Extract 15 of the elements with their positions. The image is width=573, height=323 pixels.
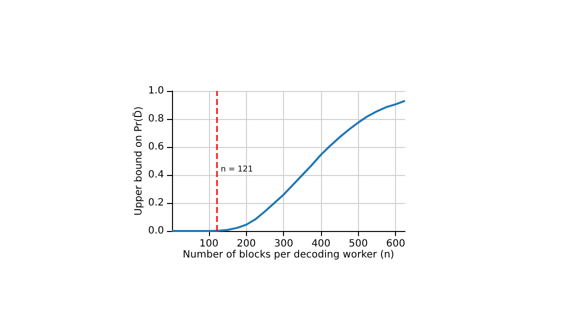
y-tick-label: 0.8 xyxy=(148,114,164,124)
y-tick-label: 0.6 xyxy=(148,142,164,152)
x-tick-label: 300 xyxy=(274,238,294,250)
y-tick-label: 0.2 xyxy=(148,198,164,208)
x-tick-label: 200 xyxy=(236,238,256,250)
y-tick-label: 0.4 xyxy=(148,170,164,180)
x-tick-label: 500 xyxy=(348,238,368,250)
x-tick-label: 600 xyxy=(386,238,406,250)
y-tick-label: 1.0 xyxy=(148,86,164,96)
ref-line-label: n = 121 xyxy=(220,164,253,174)
x-tick-label: 100 xyxy=(199,238,219,250)
y-tick-label: 0.0 xyxy=(148,226,164,236)
x-axis-title: Number of blocks per decoding worker (n) xyxy=(182,249,394,260)
y-axis-title: Upper bound on Pr(D̃) xyxy=(132,106,145,216)
x-tick-label: 400 xyxy=(311,238,331,250)
